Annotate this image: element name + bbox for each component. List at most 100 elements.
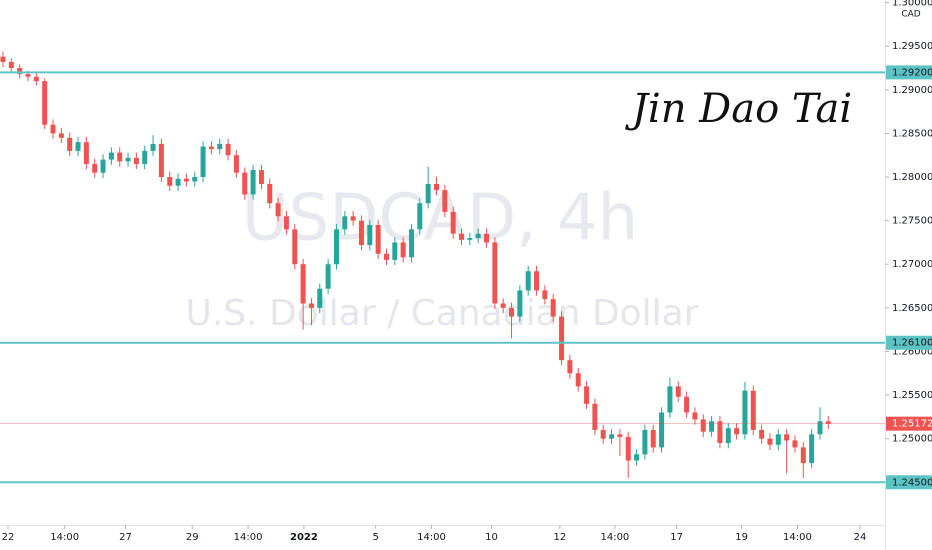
candle-body bbox=[117, 152, 123, 162]
candle-body bbox=[125, 157, 131, 162]
candle-body bbox=[433, 184, 439, 191]
x-tick-label: 24 bbox=[854, 532, 867, 543]
candle-body bbox=[250, 170, 256, 195]
candle-body bbox=[233, 155, 239, 173]
candle-body bbox=[17, 68, 23, 75]
candle-body bbox=[25, 74, 31, 77]
candle-body bbox=[467, 238, 473, 240]
candle-body bbox=[484, 233, 490, 243]
candle-body bbox=[725, 428, 731, 444]
candle-body bbox=[625, 436, 631, 461]
candle-body bbox=[408, 229, 414, 258]
candle-body bbox=[292, 229, 298, 265]
candle-body bbox=[400, 242, 406, 258]
candle-body bbox=[609, 434, 615, 439]
candle-body bbox=[217, 143, 223, 150]
candle-body bbox=[167, 177, 173, 186]
level-label: 1.26100 bbox=[892, 338, 932, 349]
candle-body bbox=[517, 290, 523, 317]
x-tick-label: 14:00 bbox=[417, 532, 446, 543]
y-tick-label: 1.25500 bbox=[892, 390, 932, 401]
candle-body bbox=[150, 143, 156, 151]
candle-body bbox=[459, 233, 465, 240]
y-tick-label: 1.29000 bbox=[892, 85, 932, 96]
y-tick-label: 1.28000 bbox=[892, 172, 932, 183]
candle-body bbox=[258, 170, 264, 185]
candle-body bbox=[767, 438, 773, 445]
candle-body bbox=[67, 137, 73, 151]
candle-body bbox=[383, 253, 389, 260]
candle-body bbox=[242, 172, 248, 195]
candle-body bbox=[775, 434, 781, 445]
watermark-subtitle: U.S. Dollar / Canadian Dollar bbox=[185, 293, 698, 334]
candle-body bbox=[584, 386, 590, 404]
candle-body bbox=[0, 56, 6, 62]
x-tick-label: 14:00 bbox=[783, 532, 812, 543]
y-tick-label: 1.29500 bbox=[892, 41, 932, 52]
x-tick-label: 14:00 bbox=[600, 532, 629, 543]
x-tick-label: 19 bbox=[735, 532, 748, 543]
x-tick-label: 12 bbox=[554, 532, 567, 543]
candle-body bbox=[759, 429, 765, 439]
candle-body bbox=[659, 412, 665, 448]
y-tick-label: 1.30000 bbox=[892, 0, 932, 9]
logo: Jin Dao Tai bbox=[625, 86, 852, 132]
candle-body bbox=[550, 299, 556, 317]
level-label: 1.29200 bbox=[892, 67, 932, 78]
candle-body bbox=[375, 225, 381, 254]
candle-body bbox=[575, 373, 581, 387]
candle-body bbox=[542, 290, 548, 300]
candle-body bbox=[325, 264, 331, 289]
candle-body bbox=[183, 178, 189, 182]
candle-body bbox=[200, 146, 206, 178]
candle-body bbox=[308, 303, 314, 308]
x-tick-label: 14:00 bbox=[234, 532, 263, 543]
candle-body bbox=[684, 396, 690, 413]
candle-body bbox=[225, 143, 231, 156]
candle-body bbox=[58, 133, 64, 138]
y-tick-label: 1.28500 bbox=[892, 128, 932, 139]
candle-body bbox=[592, 403, 598, 430]
x-tick-label: 2022 bbox=[290, 532, 318, 543]
candle-body bbox=[392, 242, 398, 260]
candle-body bbox=[667, 386, 673, 413]
candle-body bbox=[734, 428, 740, 435]
candle-body bbox=[492, 242, 498, 304]
last-price-label: 1.25172 bbox=[892, 419, 932, 430]
candle-body bbox=[275, 203, 281, 217]
candle-body bbox=[175, 178, 181, 186]
candle-body bbox=[800, 447, 806, 464]
candle-body bbox=[709, 421, 715, 432]
x-tick-label: 27 bbox=[119, 532, 132, 543]
candle-body bbox=[425, 184, 431, 204]
y-tick-label: 1.27000 bbox=[892, 259, 932, 270]
candle-body bbox=[692, 412, 698, 420]
level-label-box bbox=[886, 475, 932, 490]
candle-body bbox=[642, 429, 648, 455]
candle-body bbox=[92, 163, 98, 173]
candle-body bbox=[500, 303, 506, 308]
level-label-box bbox=[886, 335, 932, 350]
candle-body bbox=[475, 233, 481, 239]
candle-body bbox=[42, 81, 48, 125]
x-tick-label: 5 bbox=[372, 532, 378, 543]
candle-body bbox=[192, 177, 198, 182]
candle-body bbox=[784, 434, 790, 441]
candle-body bbox=[742, 390, 748, 435]
x-tick-label: 29 bbox=[186, 532, 199, 543]
candle-body bbox=[342, 216, 348, 230]
candle-body bbox=[367, 225, 373, 246]
candle-body bbox=[100, 159, 106, 173]
candle-body bbox=[675, 386, 681, 397]
candle-body bbox=[634, 454, 640, 461]
x-tick-label: 10 bbox=[485, 532, 498, 543]
y-tick-label: 1.26500 bbox=[892, 303, 932, 314]
candle-body bbox=[158, 143, 164, 178]
watermark: USDCAD, 4h bbox=[242, 182, 638, 256]
candle-body bbox=[442, 190, 448, 212]
candle-body bbox=[108, 152, 114, 160]
y-tick-label: 1.27500 bbox=[892, 216, 932, 227]
candle-body bbox=[792, 440, 798, 448]
